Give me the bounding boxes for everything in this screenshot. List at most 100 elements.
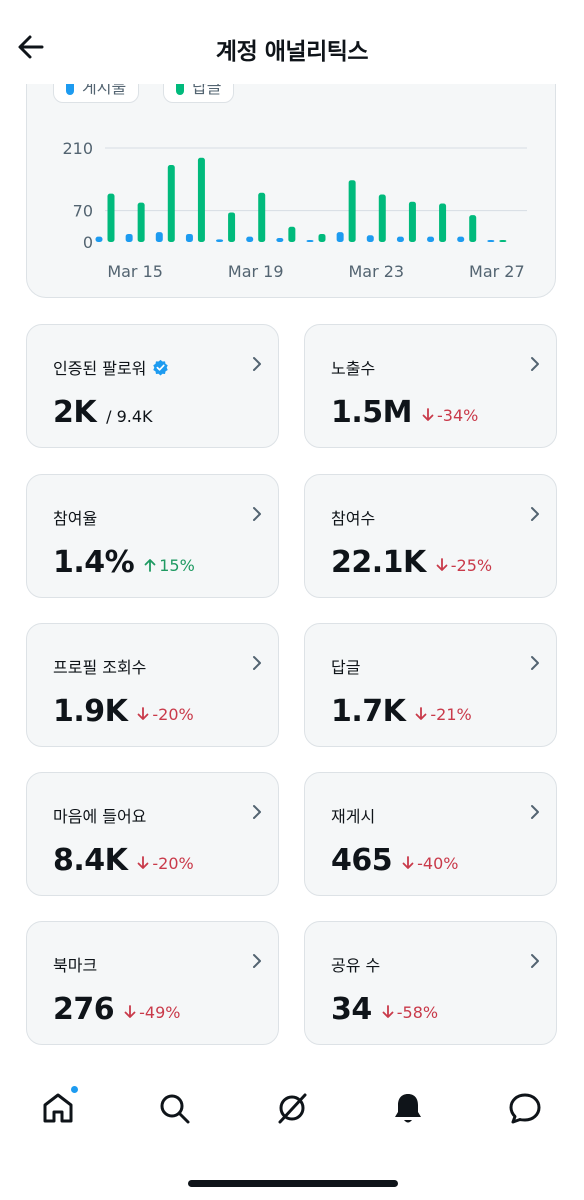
stat-value-row: 34 -58% bbox=[331, 992, 438, 1027]
stat-label: 공유 수 bbox=[331, 952, 380, 976]
stat-value: 1.4% bbox=[53, 545, 135, 580]
bar-posts bbox=[487, 240, 495, 242]
stat-delta-text: -34% bbox=[437, 405, 479, 425]
back-button[interactable] bbox=[14, 30, 48, 64]
nav-home[interactable] bbox=[38, 1084, 80, 1128]
bar-posts bbox=[396, 236, 404, 242]
bar-replies bbox=[499, 240, 507, 242]
arrow-down-icon bbox=[416, 707, 427, 720]
chevron-right-icon bbox=[531, 805, 539, 819]
x-tick-label: Mar 15 bbox=[107, 262, 163, 281]
bar-posts bbox=[216, 239, 224, 242]
messages-icon bbox=[509, 1093, 541, 1124]
stat-label: 재게시 bbox=[331, 803, 375, 827]
bar-posts bbox=[185, 233, 193, 242]
bar-posts bbox=[125, 233, 133, 242]
bar-replies bbox=[469, 215, 477, 242]
stat-value-row: 22.1K -25% bbox=[331, 545, 492, 580]
stat-delta: -20% bbox=[137, 704, 194, 724]
stat-value: 22.1K bbox=[331, 545, 426, 580]
stat-value-row: 1.4% 15% bbox=[53, 545, 195, 580]
stat-delta: -20% bbox=[137, 853, 194, 873]
bar-posts bbox=[366, 235, 374, 242]
stat-value-row: 276 -49% bbox=[53, 992, 180, 1027]
bar-replies bbox=[439, 203, 447, 242]
analytics-chart-card: 게시물 답글 0 70 210 Mar 15 Mar 19 Mar 23 Mar 27 bbox=[26, 60, 556, 298]
page-title: 계정 애널리틱스 bbox=[215, 39, 369, 65]
stat-card[interactable]: 북마크 276 -49% bbox=[26, 921, 279, 1045]
bar-replies bbox=[288, 226, 296, 242]
nav-messages[interactable] bbox=[505, 1088, 545, 1128]
stat-delta: -25% bbox=[436, 556, 492, 575]
stat-label-text: 마음에 들어요 bbox=[53, 807, 147, 826]
stat-card[interactable]: 인증된 팔로워 2K / 9.4K bbox=[26, 324, 279, 448]
stat-card[interactable]: 답글 1.7K -21% bbox=[304, 623, 557, 747]
chevron-right-icon bbox=[253, 357, 261, 371]
stat-delta-text: -20% bbox=[152, 704, 194, 724]
stat-label: 참여수 bbox=[331, 505, 375, 529]
chevron-right-icon bbox=[253, 954, 261, 968]
x-tick-label: Mar 19 bbox=[228, 262, 284, 281]
stat-card[interactable]: 공유 수 34 -58% bbox=[304, 921, 557, 1045]
bar-posts bbox=[306, 240, 314, 242]
stat-card[interactable]: 참여수 22.1K -25% bbox=[304, 474, 557, 598]
bar-replies bbox=[318, 233, 326, 242]
bar-posts bbox=[336, 232, 344, 242]
stat-label: 북마크 bbox=[53, 952, 97, 976]
stat-card[interactable]: 참여율 1.4% 15% bbox=[26, 474, 279, 598]
stat-delta-text: -25% bbox=[450, 555, 493, 575]
bar-posts bbox=[427, 236, 435, 242]
stat-card[interactable]: 프로필 조회수 1.9K -20% bbox=[26, 623, 279, 747]
stat-value: 1.9K bbox=[53, 694, 128, 729]
chevron-right-icon bbox=[253, 507, 261, 521]
stat-label-text: 인증된 팔로워 bbox=[53, 359, 147, 378]
stat-delta: -40% bbox=[402, 854, 458, 873]
stat-value-row: 2K / 9.4K bbox=[53, 395, 153, 430]
nav-grok[interactable] bbox=[272, 1088, 312, 1128]
stat-delta-text: -40% bbox=[417, 853, 459, 873]
verified-badge-icon bbox=[153, 359, 169, 375]
stat-delta-text: -20% bbox=[152, 853, 194, 873]
arrow-down-icon bbox=[124, 1005, 136, 1018]
stat-delta: -34% bbox=[422, 406, 478, 425]
home-icon bbox=[43, 1093, 73, 1123]
legend-posts-swatch bbox=[66, 77, 74, 95]
x-tick-label: Mar 23 bbox=[348, 262, 404, 281]
top-app-bar: 계정 애널리틱스 bbox=[0, 0, 584, 84]
arrow-down-icon bbox=[402, 856, 414, 869]
stat-card[interactable]: 노출수 1.5M -34% bbox=[304, 324, 557, 448]
home-notification-dot bbox=[69, 1084, 80, 1095]
stat-card[interactable]: 마음에 들어요 8.4K -20% bbox=[26, 772, 279, 896]
bottom-navigation bbox=[0, 1080, 584, 1140]
bar-posts bbox=[155, 232, 163, 242]
stat-label: 참여율 bbox=[53, 505, 97, 529]
arrow-down-icon bbox=[138, 707, 149, 720]
bar-replies bbox=[107, 193, 115, 242]
search-icon bbox=[160, 1094, 190, 1124]
stat-value-row: 1.7K -21% bbox=[331, 694, 472, 729]
nav-notifications[interactable] bbox=[388, 1088, 428, 1128]
arrow-down-icon bbox=[422, 408, 434, 421]
stat-total: / 9.4K bbox=[106, 407, 153, 426]
home-indicator bbox=[188, 1180, 398, 1187]
arrow-left-icon bbox=[18, 35, 44, 59]
stat-value: 1.5M bbox=[331, 395, 413, 430]
bar-posts bbox=[276, 237, 284, 242]
stat-delta: -21% bbox=[415, 704, 472, 724]
arrow-down-icon bbox=[382, 1005, 394, 1018]
stat-label-text: 참여수 bbox=[331, 509, 376, 528]
stat-label: 인증된 팔로워 bbox=[53, 355, 169, 379]
stat-delta-text: -21% bbox=[430, 704, 472, 724]
legend-replies-swatch bbox=[176, 77, 184, 95]
bar-replies bbox=[137, 202, 145, 242]
notifications-bell-icon bbox=[395, 1094, 421, 1123]
nav-search[interactable] bbox=[154, 1088, 194, 1128]
bar-posts bbox=[246, 236, 254, 242]
stat-delta-text: 15% bbox=[159, 555, 195, 575]
stat-value: 8.4K bbox=[53, 843, 128, 878]
stat-delta-text: -58% bbox=[396, 1002, 439, 1022]
stat-card[interactable]: 재게시 465 -40% bbox=[304, 772, 557, 896]
bar-replies bbox=[258, 192, 266, 242]
stat-label-text: 재게시 bbox=[331, 807, 376, 826]
bar-posts bbox=[95, 236, 103, 242]
